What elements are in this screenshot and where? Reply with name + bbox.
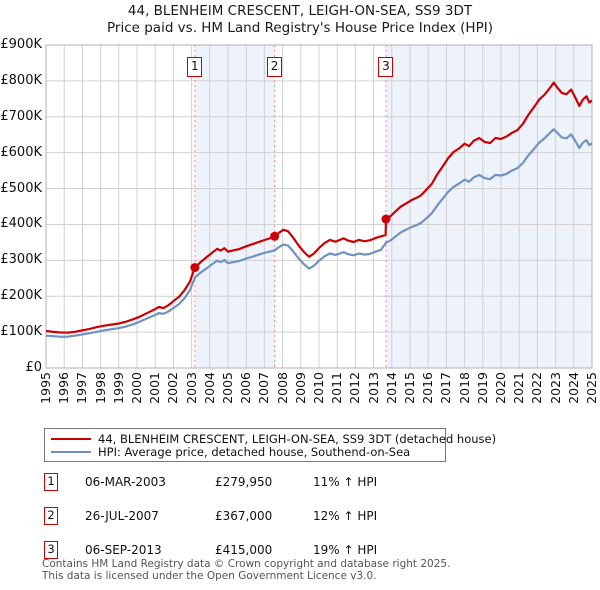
x-tick-label: 2001 (147, 372, 163, 404)
footer-line-2: This data is licensed under the Open Gov… (42, 569, 377, 582)
x-tick-label: 2010 (311, 372, 326, 404)
purchase-point (190, 263, 200, 273)
y-tick-label: £800K (0, 72, 42, 88)
x-tick-label: 2024 (565, 372, 581, 404)
legend-label: HPI: Average price, detached house, Sout… (98, 444, 411, 459)
x-tick-label: 2000 (129, 372, 144, 404)
property-price-line (45, 81, 593, 334)
y-tick-label: £500K (0, 180, 42, 196)
y-tick-label: £600K (0, 144, 42, 160)
page-title: 44, BLENHEIM CRESCENT, LEIGH-ON-SEA, SS9… (127, 3, 473, 19)
purchase-point (270, 231, 280, 241)
x-tick-label: 2016 (420, 372, 436, 404)
x-tick-label: 2008 (274, 372, 290, 404)
purchase-point (381, 214, 391, 224)
purchase-marker-3: 3 (378, 57, 394, 77)
x-tick-label: 2002 (165, 372, 181, 404)
y-tick-label: £200K (0, 288, 42, 304)
x-tick-label: 2003 (183, 372, 199, 404)
y-tick-label: £0 (25, 360, 42, 375)
ownership-shade (385, 45, 592, 368)
x-tick-label: 2005 (220, 372, 235, 404)
y-tick-label: £400K (0, 216, 42, 232)
transaction-price: £367,000 (215, 509, 273, 523)
purchase-marker-1: 1 (187, 57, 203, 77)
x-tick-label: 2021 (511, 372, 527, 404)
transaction-date: 26-JUL-2007 (85, 509, 159, 523)
property-line-sample (51, 437, 91, 440)
y-tick-label: £900K (0, 37, 42, 52)
x-tick-label: 2004 (201, 372, 217, 404)
transaction-price: £279,950 (215, 475, 273, 489)
x-tick-label: 1999 (110, 372, 126, 404)
x-tick-label: 2017 (438, 372, 454, 404)
hpi-line-sample (51, 450, 91, 453)
x-tick-label: 2019 (474, 372, 490, 404)
transaction-date: 06-MAR-2003 (85, 475, 166, 489)
footer: Contains HM Land Registry data © Crown c… (42, 558, 451, 582)
transaction-number-3: 3 (44, 541, 58, 559)
x-tick-label: 2014 (383, 372, 399, 404)
transaction-hpi-change: 11% ↑ HPI (313, 475, 378, 489)
footer-line-1: Contains HM Land Registry data © Crown c… (42, 558, 451, 570)
ownership-shade (194, 45, 275, 368)
transaction-date: 06-SEP-2013 (85, 543, 162, 557)
x-tick-label: 2007 (256, 372, 272, 404)
x-tick-label: 2023 (547, 372, 563, 404)
x-tick-label: 1995 (38, 372, 53, 404)
legend-rows: 44, BLENHEIM CRESCENT, LEIGH-ON-SEA, SS9… (45, 432, 496, 459)
plot-border (45, 44, 593, 369)
transaction-hpi-change: 19% ↑ HPI (313, 543, 378, 557)
x-tick-label: 2022 (529, 372, 545, 404)
legend-label: 44, BLENHEIM CRESCENT, LEIGH-ON-SEA, SS9… (98, 431, 497, 446)
x-tick-label: 1998 (92, 372, 108, 404)
x-tick-label: 2020 (493, 372, 508, 404)
legend-item: 44, BLENHEIM CRESCENT, LEIGH-ON-SEA, SS9… (45, 432, 496, 446)
y-tick-label: £700K (0, 108, 42, 124)
legend: 44, BLENHEIM CRESCENT, LEIGH-ON-SEA, SS9… (44, 428, 496, 462)
x-tick-label: 1996 (56, 372, 72, 404)
legend-item: HPI: Average price, detached house, Sout… (45, 444, 445, 459)
x-tick-label: 2011 (329, 372, 345, 404)
transaction-hpi-change: 12% ↑ HPI (313, 509, 378, 523)
page-subtitle: Price paid vs. HM Land Registry's House … (107, 20, 493, 36)
purchase-marker-2: 2 (267, 57, 283, 77)
x-tick-label: 2018 (456, 372, 472, 404)
transaction-number-2: 2 (44, 507, 58, 525)
y-tick-label: £100K (0, 324, 42, 340)
x-tick-label: 2015 (402, 372, 417, 404)
hpi-line (45, 128, 593, 338)
y-tick-label: £300K (0, 252, 42, 268)
transaction-number-1: 1 (44, 473, 58, 491)
x-tick-label: 2009 (292, 372, 308, 404)
x-tick-label: 1997 (74, 372, 90, 404)
x-tick-label: 2013 (365, 372, 381, 404)
x-tick-label: 2012 (347, 372, 363, 404)
transaction-price: £415,000 (215, 543, 273, 557)
x-tick-label: 2006 (238, 372, 254, 404)
x-tick-label: 2025 (584, 372, 599, 404)
